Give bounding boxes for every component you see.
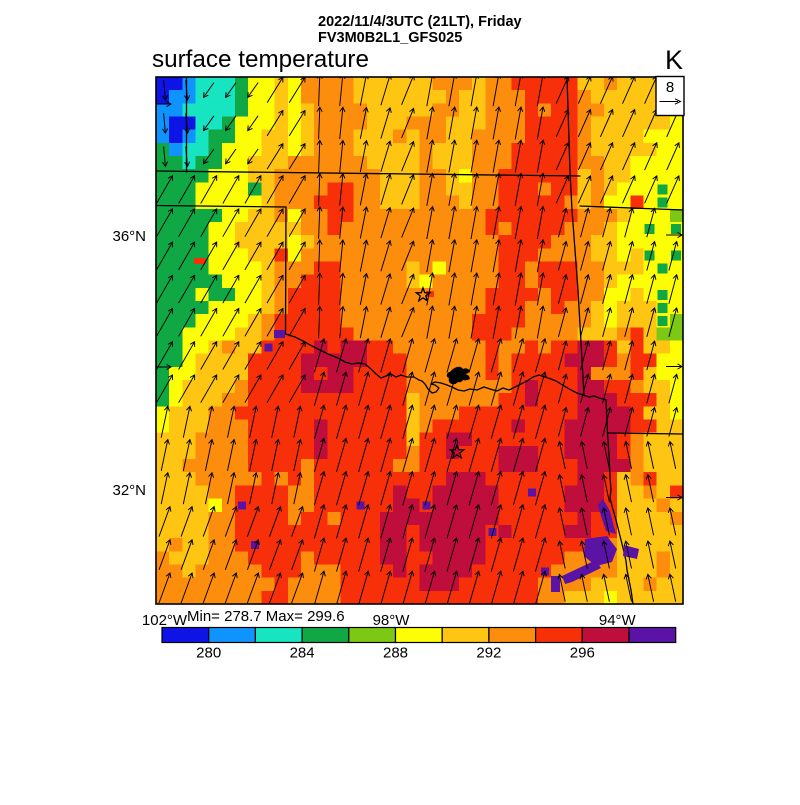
svg-text:284: 284 bbox=[290, 645, 315, 662]
svg-text:32°N: 32°N bbox=[112, 482, 146, 499]
svg-text:94°W: 94°W bbox=[599, 612, 637, 629]
svg-text:surface temperature: surface temperature bbox=[152, 46, 369, 73]
svg-text:102°W: 102°W bbox=[142, 612, 188, 629]
svg-text:8: 8 bbox=[666, 79, 674, 96]
svg-text:2022/11/4/3UTC (21LT), Friday: 2022/11/4/3UTC (21LT), Friday bbox=[318, 14, 522, 30]
svg-text:36°N: 36°N bbox=[112, 228, 146, 245]
svg-text:Min= 278.7 Max= 299.6: Min= 278.7 Max= 299.6 bbox=[187, 608, 345, 625]
svg-text:288: 288 bbox=[383, 645, 408, 662]
svg-text:280: 280 bbox=[196, 645, 221, 662]
svg-text:292: 292 bbox=[476, 645, 501, 662]
svg-text:98°W: 98°W bbox=[373, 612, 411, 629]
svg-text:296: 296 bbox=[570, 645, 595, 662]
svg-text:K: K bbox=[665, 45, 683, 75]
svg-text:FV3M0B2L1_GFS025: FV3M0B2L1_GFS025 bbox=[318, 30, 462, 46]
